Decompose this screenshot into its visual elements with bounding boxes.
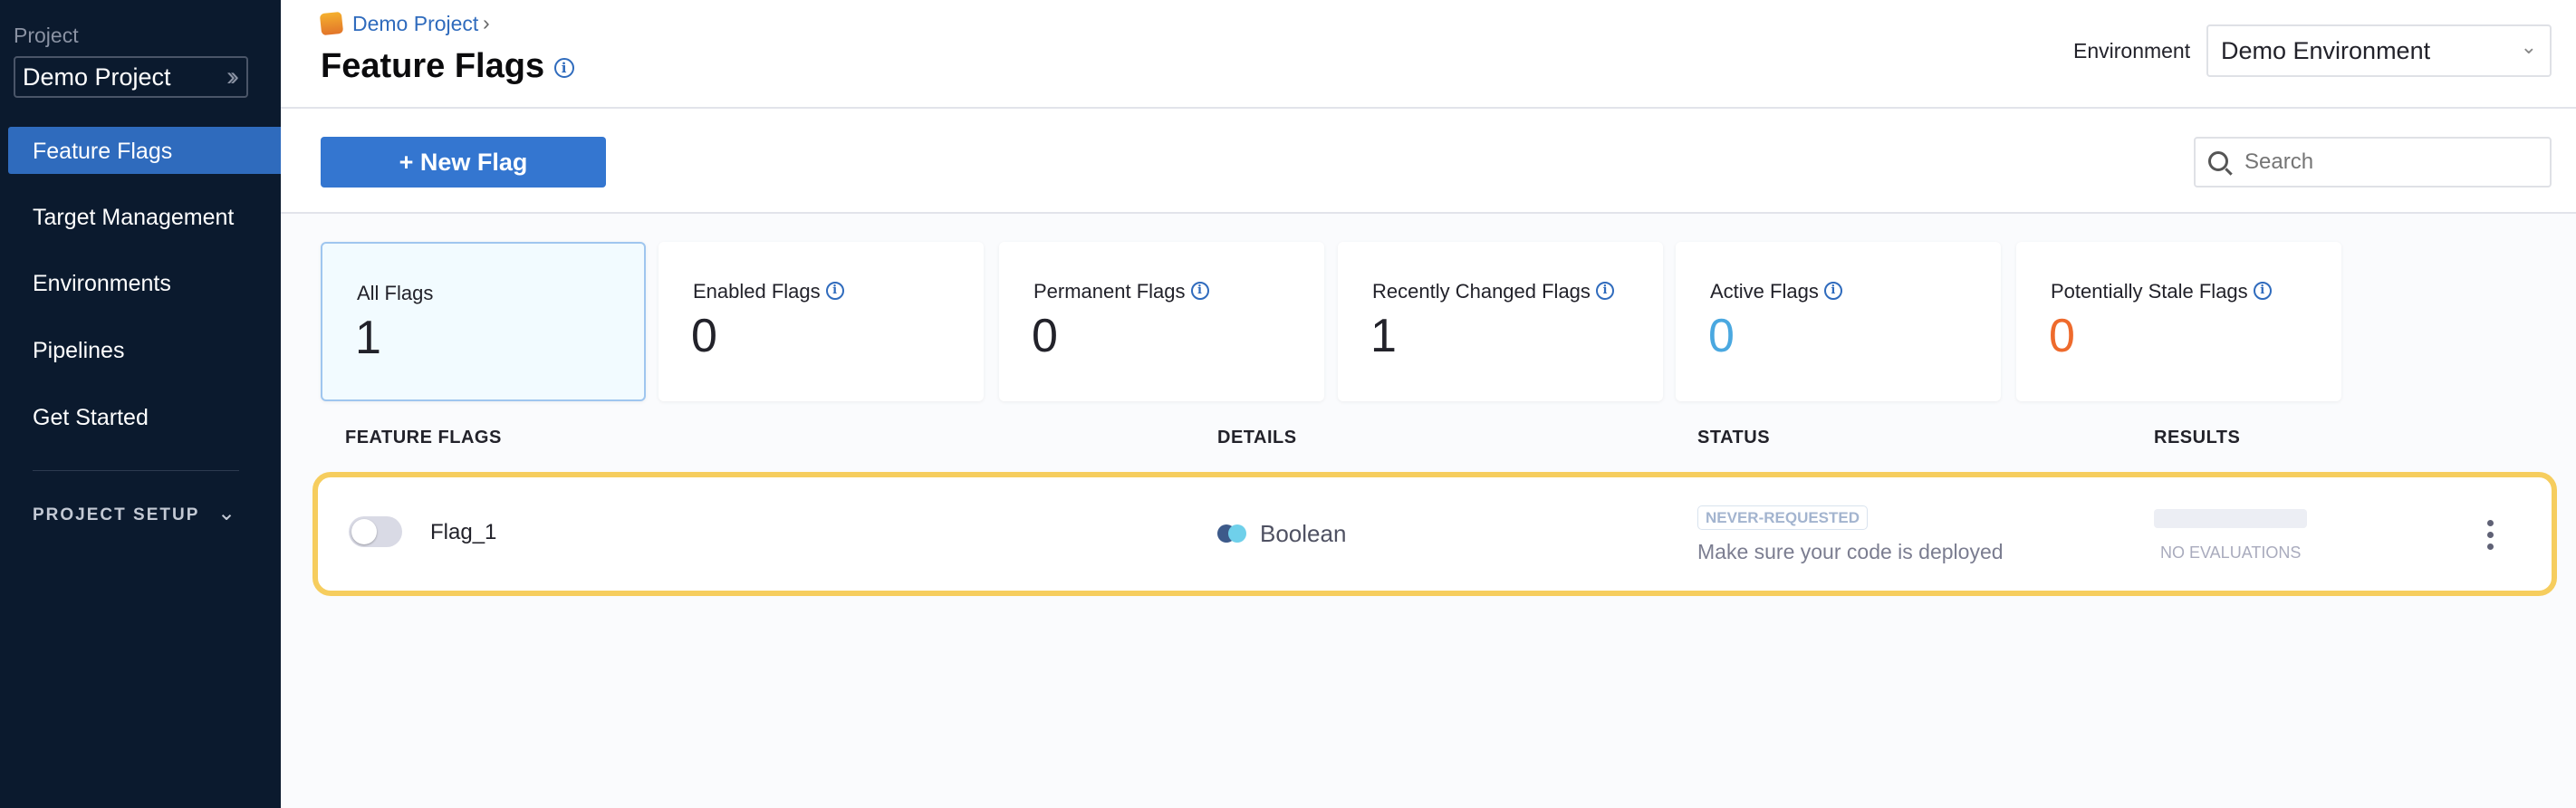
stat-card-active-flags[interactable]: Active Flags i 0 — [1676, 242, 2001, 401]
column-header-results: RESULTS — [2154, 428, 2241, 447]
sidebar-item-environments[interactable]: Environments — [33, 271, 171, 296]
stat-card-potentially-stale-flags[interactable]: Potentially Stale Flags i 0 — [2016, 242, 2341, 401]
status-description: Make sure your code is deployed — [1697, 540, 2004, 563]
toolbar — [281, 109, 2576, 214]
stat-card-enabled-flags[interactable]: Enabled Flags i 0 — [658, 242, 984, 401]
search-icon — [2208, 151, 2228, 171]
info-icon[interactable]: i — [1595, 282, 1614, 301]
stat-card-label: Active Flags i — [1710, 280, 1842, 303]
stat-card-label-text: Active Flags — [1710, 280, 1819, 303]
stat-card-recently-changed-flags[interactable]: Recently Changed Flags i 1 — [1338, 242, 1663, 401]
environment-value: Demo Environment — [2221, 37, 2431, 64]
flag-toggle[interactable] — [349, 516, 402, 547]
stat-card-all-flags[interactable]: All Flags 1 — [321, 242, 646, 401]
stat-card-label-text: Enabled Flags — [693, 280, 821, 303]
double-chevron-right-icon: ›› — [226, 62, 239, 91]
status-badge: NEVER-REQUESTED — [1697, 505, 1869, 530]
stat-card-value: 1 — [355, 312, 381, 364]
chevron-down-icon: ⌄ — [2520, 35, 2537, 58]
search-input[interactable] — [2244, 148, 2534, 177]
breadcrumb-project[interactable]: Demo Project — [352, 12, 479, 35]
sidebar: Project Demo Project ›› Feature Flags Tar… — [0, 0, 281, 808]
boolean-icon — [1217, 524, 1252, 543]
results-bar — [2154, 509, 2307, 528]
stat-card-value: 0 — [2049, 310, 2075, 362]
project-setup-toggle[interactable]: PROJECT SETUP — [33, 505, 200, 524]
stat-card-label: Permanent Flags i — [1033, 280, 1209, 303]
table-row[interactable] — [312, 472, 2557, 596]
project-label: Project — [14, 24, 79, 47]
chevron-down-icon[interactable]: ⌄ — [217, 501, 236, 525]
sidebar-item-get-started[interactable]: Get Started — [33, 405, 149, 430]
search-box[interactable] — [2194, 137, 2552, 188]
column-header-status: STATUS — [1697, 428, 1771, 447]
new-flag-button[interactable]: + New Flag — [321, 137, 606, 188]
chevron-right-icon: › — [483, 11, 490, 34]
results-text: NO EVALUATIONS — [2160, 543, 2302, 562]
stat-card-label-text: Permanent Flags — [1033, 280, 1186, 303]
stat-card-value: 0 — [1032, 310, 1058, 362]
info-icon[interactable]: i — [825, 282, 844, 301]
info-icon[interactable]: i — [553, 57, 574, 78]
stat-card-label: Enabled Flags i — [693, 280, 844, 303]
stat-card-label-text: All Flags — [357, 282, 434, 304]
info-icon[interactable]: i — [2253, 282, 2272, 301]
stat-card-label: Potentially Stale Flags i — [2051, 280, 2272, 303]
stat-card-value: 1 — [1370, 310, 1397, 362]
stat-card-label: Recently Changed Flags i — [1372, 280, 1614, 303]
stat-card-value: 0 — [691, 310, 717, 362]
project-selector[interactable]: Demo Project ›› — [14, 56, 248, 98]
sidebar-item-pipelines[interactable]: Pipelines — [33, 338, 125, 363]
info-icon[interactable]: i — [1190, 282, 1209, 301]
page-title: Feature Flags i — [321, 47, 574, 86]
column-header-feature-flags: FEATURE FLAGS — [345, 428, 502, 447]
stat-card-permanent-flags[interactable]: Permanent Flags i 0 — [999, 242, 1324, 401]
environment-select[interactable]: Demo Environment ⌄ — [2206, 24, 2552, 77]
page-header — [281, 0, 2576, 109]
flag-type: Boolean — [1260, 520, 1347, 547]
info-icon[interactable]: i — [1823, 282, 1842, 301]
sidebar-item-target-management[interactable]: Target Management — [33, 205, 235, 230]
stat-card-value: 0 — [1708, 310, 1735, 362]
project-name: Demo Project — [23, 63, 171, 91]
sidebar-item-feature-flags[interactable]: Feature Flags — [8, 127, 281, 174]
more-options-icon[interactable] — [2482, 520, 2500, 551]
stat-card-label: All Flags — [357, 282, 433, 305]
project-logo-icon — [319, 11, 344, 36]
sidebar-divider — [33, 470, 239, 471]
flag-name[interactable]: Flag_1 — [430, 520, 497, 544]
column-header-details: DETAILS — [1217, 428, 1297, 447]
stat-card-label-text: Recently Changed Flags — [1372, 280, 1591, 303]
environment-label: Environment — [2073, 39, 2191, 63]
stat-card-label-text: Potentially Stale Flags — [2051, 280, 2248, 303]
